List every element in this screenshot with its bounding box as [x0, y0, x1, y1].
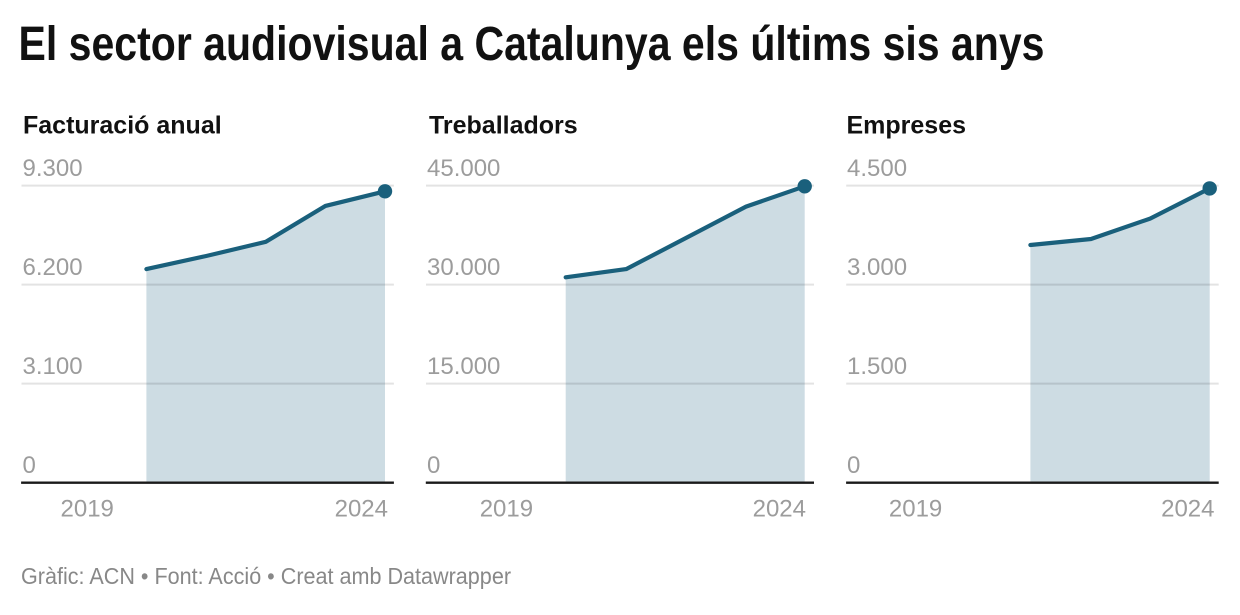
svg-text:2024: 2024	[335, 495, 388, 522]
svg-text:Gràfic: ACN • Font: Acció • Cr: Gràfic: ACN • Font: Acció • Creat amb Da…	[21, 563, 511, 589]
svg-text:Facturació anual: Facturació anual	[23, 112, 222, 140]
svg-text:Treballadors: Treballadors	[429, 112, 578, 140]
svg-text:6.200: 6.200	[23, 254, 83, 281]
svg-text:2019: 2019	[480, 495, 533, 522]
svg-text:El sector audiovisual a Catalu: El sector audiovisual a Catalunya els úl…	[19, 18, 1045, 71]
svg-text:2024: 2024	[1161, 495, 1214, 522]
svg-text:30.000: 30.000	[427, 254, 500, 281]
svg-text:4.500: 4.500	[847, 155, 907, 182]
svg-text:0: 0	[427, 452, 440, 479]
svg-text:0: 0	[847, 452, 860, 479]
svg-text:3.000: 3.000	[847, 254, 907, 281]
svg-text:2019: 2019	[889, 495, 942, 522]
svg-text:15.000: 15.000	[427, 353, 500, 380]
svg-text:1.500: 1.500	[847, 353, 907, 380]
svg-text:2019: 2019	[61, 495, 114, 522]
svg-text:45.000: 45.000	[427, 155, 500, 182]
svg-text:2024: 2024	[753, 495, 806, 522]
svg-text:Empreses: Empreses	[847, 112, 967, 140]
svg-text:3.100: 3.100	[23, 353, 83, 380]
svg-text:9.300: 9.300	[23, 155, 83, 182]
svg-text:0: 0	[23, 452, 36, 479]
